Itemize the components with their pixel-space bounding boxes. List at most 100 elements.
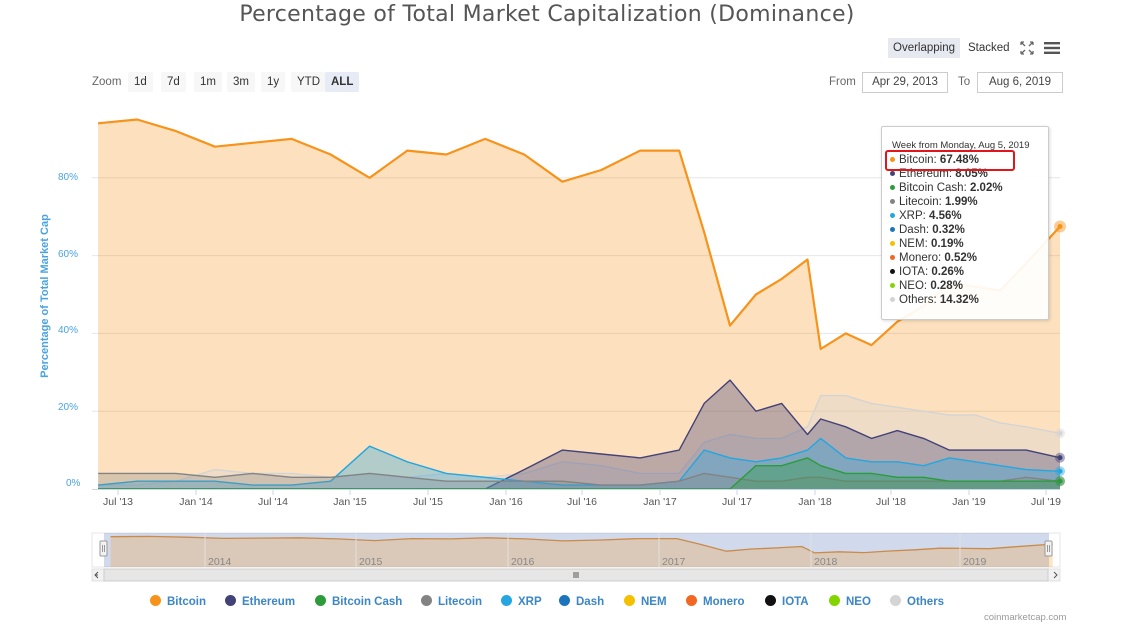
bitcoin-end-point xyxy=(1057,224,1063,230)
tooltip-row-neo: NEO: 0.28% xyxy=(890,279,963,293)
litecoin-line xyxy=(98,472,1061,486)
navigator-right-handle[interactable] xyxy=(1044,540,1053,557)
legend-item-bitcoin[interactable]: Bitcoin xyxy=(150,594,206,610)
legend-item-monero[interactable]: Monero xyxy=(686,594,745,610)
tooltip-series-value: 2.02% xyxy=(969,182,1003,194)
chart-title: Percentage of Total Market Capitalizatio… xyxy=(239,2,855,27)
x-tick-label: Jul '13 xyxy=(102,496,134,508)
zoom-label: Zoom xyxy=(92,76,122,88)
scroll-left-arrow-icon[interactable] xyxy=(94,571,99,579)
tooltip-row-ethereum: Ethereum: 8.05% xyxy=(890,167,988,181)
tooltip-series-name: NEO xyxy=(899,280,924,292)
nem-legend-icon xyxy=(624,595,635,606)
fullscreen-icon[interactable] xyxy=(1017,38,1037,58)
tooltip-row-others: Others: 14.32% xyxy=(890,293,979,307)
zoom-1y-button[interactable]: 1y xyxy=(261,72,286,92)
tooltip-row-dash: Dash: 0.32% xyxy=(890,223,965,237)
x-tick-label: Jan '19 xyxy=(952,496,986,508)
nem-dot-icon xyxy=(890,241,895,247)
navigator-year-label: 2019 xyxy=(963,556,987,568)
x-tick-label: Jul '16 xyxy=(566,496,598,508)
xrp-dot-icon xyxy=(890,213,895,219)
tooltip-series-name: Bitcoin xyxy=(899,154,934,166)
zoom-7d-button[interactable]: 7d xyxy=(161,72,186,92)
navigator-left-handle[interactable] xyxy=(99,540,108,557)
menu-icon[interactable] xyxy=(1042,38,1062,58)
to-label: To xyxy=(958,76,971,88)
x-tick-label: Jan '14 xyxy=(179,496,213,508)
others-line xyxy=(98,394,1061,486)
tooltip-series-value: 67.48% xyxy=(939,154,979,166)
legend-label: Dash xyxy=(576,596,605,608)
x-tick-label: Jan '18 xyxy=(798,496,832,508)
tooltip-row-monero: Monero: 0.52% xyxy=(890,251,977,265)
navigator-line xyxy=(110,535,1053,554)
zoom-3m-button[interactable]: 3m xyxy=(227,72,255,92)
legend-item-nem[interactable]: NEM xyxy=(624,594,667,610)
others-legend-icon xyxy=(890,595,901,606)
legend-item-neo[interactable]: NEO xyxy=(829,594,871,610)
tooltip-series-value: 0.19% xyxy=(930,238,964,250)
legend-label: IOTA xyxy=(782,596,809,608)
zoom-ytd-button[interactable]: YTD xyxy=(291,72,326,92)
litecoin-dot-icon xyxy=(890,199,895,205)
legend-item-iota[interactable]: IOTA xyxy=(765,594,809,610)
neo-legend-icon xyxy=(829,595,840,606)
navigator-year-label: 2014 xyxy=(208,556,232,568)
monero-legend-icon xyxy=(686,595,697,606)
tooltip-series-name: Monero xyxy=(899,252,938,264)
tooltip-series-value: 0.52% xyxy=(944,252,977,264)
zoom-all-button[interactable]: ALL xyxy=(325,72,360,92)
tooltip-series-name: Dash xyxy=(899,224,926,236)
zoom-1m-button[interactable]: 1m xyxy=(194,72,222,92)
ethereum-end-point xyxy=(1057,455,1063,461)
navigator-year-label: 2018 xyxy=(814,556,838,568)
credit-link[interactable]: coinmarketcap.com xyxy=(984,612,1067,623)
others-dot-icon xyxy=(890,297,895,303)
x-tick-label: Jul '19 xyxy=(1030,496,1062,508)
legend-label: Bitcoin Cash xyxy=(332,596,403,608)
stacked-button[interactable]: Stacked xyxy=(968,42,1010,54)
tooltip-row-bitcoin: Bitcoin: 67.48% xyxy=(890,153,979,167)
tooltip-series-name: NEM xyxy=(899,238,925,250)
legend-label: Bitcoin xyxy=(167,596,206,608)
legend-label: NEO xyxy=(846,596,871,608)
from-date-input[interactable]: Apr 29, 2013 xyxy=(862,72,948,93)
x-tick-label: Jul '18 xyxy=(875,496,907,508)
x-tick-label: Jan '15 xyxy=(333,496,367,508)
tooltip-series-name: Ethereum xyxy=(899,168,949,180)
y-tick-label: 60% xyxy=(58,249,79,260)
zoom-1d-button[interactable]: 1d xyxy=(128,72,153,92)
ethereum-legend-icon xyxy=(225,595,236,606)
dash-dot-icon xyxy=(890,227,895,233)
tooltip-series-name: Litecoin xyxy=(899,196,939,208)
scroll-right-arrow-icon[interactable] xyxy=(1053,571,1058,579)
tooltip-series-name: IOTA xyxy=(899,266,925,278)
navigator-year-label: 2016 xyxy=(511,556,535,568)
legend-item-others[interactable]: Others xyxy=(890,594,944,610)
legend-label: Monero xyxy=(703,596,745,608)
ethereum-dot-icon xyxy=(890,171,895,177)
to-date-input[interactable]: Aug 6, 2019 xyxy=(977,72,1063,93)
legend-item-litecoin[interactable]: Litecoin xyxy=(421,594,482,610)
legend-item-dash[interactable]: Dash xyxy=(559,594,604,610)
overlapping-button[interactable]: Overlapping xyxy=(888,38,961,58)
tooltip-row-litecoin: Litecoin: 1.99% xyxy=(890,195,978,209)
y-tick-label: 40% xyxy=(58,325,79,336)
x-tick-label: Jan '17 xyxy=(643,496,677,508)
iota-dot-icon xyxy=(890,269,895,275)
tooltip-series-value: 1.99% xyxy=(945,196,978,208)
legend-item-xrp[interactable]: XRP xyxy=(501,594,542,610)
legend-label: XRP xyxy=(518,596,542,608)
tooltip-series-value: 0.32% xyxy=(932,224,965,236)
legend-item-ethereum[interactable]: Ethereum xyxy=(225,594,295,610)
tooltip-series-name: XRP xyxy=(899,210,923,222)
tooltip-header: Week from Monday, Aug 5, 2019 xyxy=(892,140,1030,151)
bitcoin-dot-icon xyxy=(890,157,895,163)
tooltip: Week from Monday, Aug 5, 2019 Bitcoin: 6… xyxy=(881,126,1049,320)
y-tick-label: 80% xyxy=(58,172,79,183)
iota-legend-icon xyxy=(765,595,776,606)
legend-label: NEM xyxy=(641,596,667,608)
legend-item-bitcoin-cash[interactable]: Bitcoin Cash xyxy=(315,594,402,610)
bitcoin-cash-legend-icon xyxy=(315,595,326,606)
